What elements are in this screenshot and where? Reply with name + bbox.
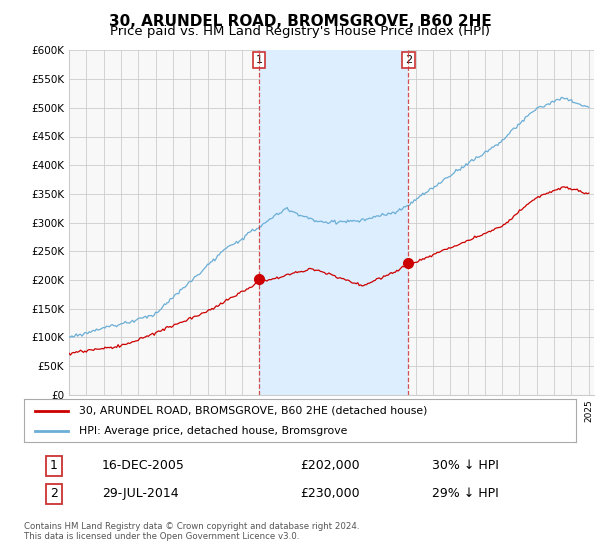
Text: 30, ARUNDEL ROAD, BROMSGROVE, B60 2HE (detached house): 30, ARUNDEL ROAD, BROMSGROVE, B60 2HE (d… bbox=[79, 405, 428, 416]
Text: 2: 2 bbox=[404, 55, 412, 65]
Text: £230,000: £230,000 bbox=[300, 487, 359, 501]
Text: 2: 2 bbox=[50, 487, 58, 501]
Text: 30% ↓ HPI: 30% ↓ HPI bbox=[432, 459, 499, 473]
Text: 16-DEC-2005: 16-DEC-2005 bbox=[102, 459, 185, 473]
Text: 1: 1 bbox=[50, 459, 58, 473]
Text: £202,000: £202,000 bbox=[300, 459, 359, 473]
Text: 30, ARUNDEL ROAD, BROMSGROVE, B60 2HE: 30, ARUNDEL ROAD, BROMSGROVE, B60 2HE bbox=[109, 14, 491, 29]
Bar bbox=[259, 50, 408, 395]
Text: Price paid vs. HM Land Registry's House Price Index (HPI): Price paid vs. HM Land Registry's House … bbox=[110, 25, 490, 38]
Text: Contains HM Land Registry data © Crown copyright and database right 2024.
This d: Contains HM Land Registry data © Crown c… bbox=[24, 522, 359, 542]
Text: 29% ↓ HPI: 29% ↓ HPI bbox=[432, 487, 499, 501]
Text: HPI: Average price, detached house, Bromsgrove: HPI: Average price, detached house, Brom… bbox=[79, 426, 347, 436]
Text: 29-JUL-2014: 29-JUL-2014 bbox=[102, 487, 179, 501]
Text: 1: 1 bbox=[256, 55, 262, 65]
